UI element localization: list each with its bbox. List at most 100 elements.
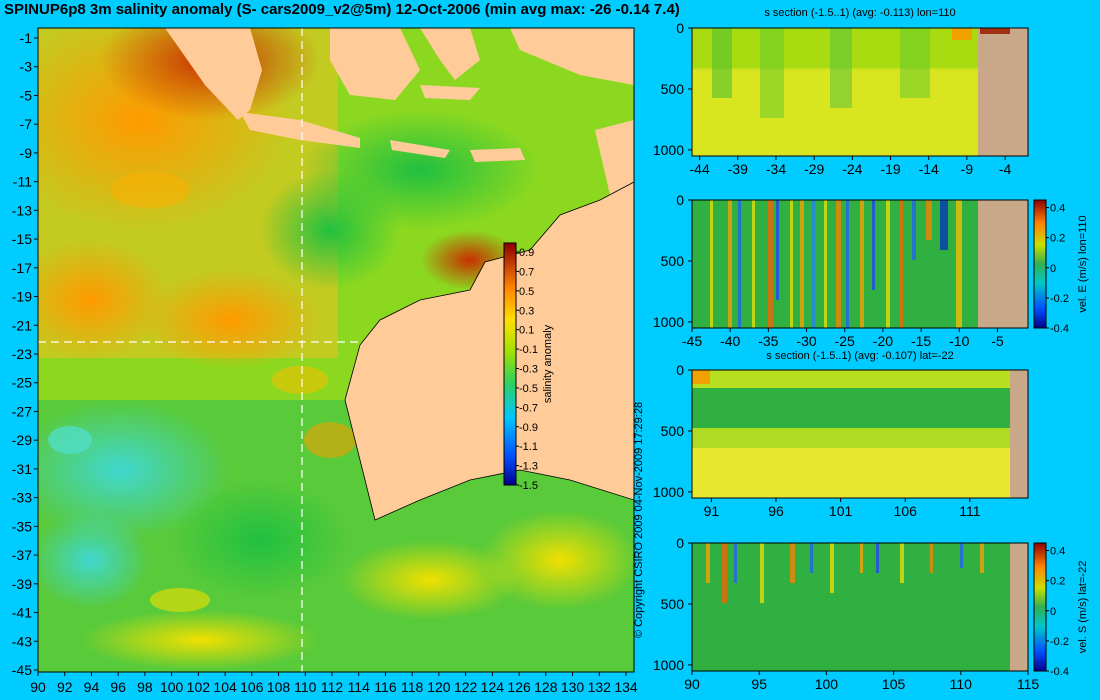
section-4-colorbar-tick: 0.4 xyxy=(1050,546,1065,558)
map-x-tick: 104 xyxy=(213,679,237,695)
map-y-tick: -1 xyxy=(20,30,33,46)
map-y-tick: -3 xyxy=(20,59,33,75)
map-y-tick: -29 xyxy=(12,432,32,448)
map-x-tick: 128 xyxy=(534,679,558,695)
map-x-tick: 110 xyxy=(294,679,317,695)
section-4-x-tick: 115 xyxy=(1017,676,1040,692)
map-x-tick: 106 xyxy=(240,679,264,695)
section-4-x-tick: 90 xyxy=(684,676,700,692)
salinity-colorbar-tick: 0.5 xyxy=(519,286,534,298)
salinity-colorbar-tick: -0.1 xyxy=(519,344,538,356)
map-y-tick: -23 xyxy=(12,346,32,362)
map-y-tick: -25 xyxy=(12,375,32,391)
section-3-x-tick: 96 xyxy=(768,503,784,519)
map-x-tick: 116 xyxy=(374,679,397,695)
section-2-y-tick: 500 xyxy=(661,253,685,269)
section-2-colorbar-tick: -0.2 xyxy=(1050,293,1069,305)
map-y-tick: -35 xyxy=(12,518,32,534)
section-1-x-tick: -14 xyxy=(919,161,939,177)
map-y-tick: -41 xyxy=(12,605,32,621)
map-x-tick: 120 xyxy=(427,679,451,695)
map-x-tick: 134 xyxy=(614,679,638,695)
salinity-colorbar-tick: 0.1 xyxy=(519,325,534,337)
section-4-y-tick: 1000 xyxy=(653,657,684,673)
map-x-tick: 114 xyxy=(348,679,371,695)
section-4-y-tick: 500 xyxy=(661,596,685,612)
section-2-colorbar-tick: 0 xyxy=(1050,263,1056,275)
section-3-title: s section (-1.5..1) (avg: -0.107) lat=-2… xyxy=(766,350,953,362)
copyright-text: © Copyright CSIRO 2009 04-Nov-2009 17:29… xyxy=(633,402,645,638)
map-x-tick: 102 xyxy=(187,679,211,695)
section-1-x-tick: -39 xyxy=(728,161,748,177)
section-4-colorbar-tick: 0.2 xyxy=(1050,576,1065,588)
map-x-tick: 108 xyxy=(267,679,291,695)
section-1-x-tick: -9 xyxy=(961,161,974,177)
map-y-tick: -37 xyxy=(12,547,32,563)
map-y-tick: -31 xyxy=(12,461,32,477)
section-2-y-tick: 0 xyxy=(676,192,684,208)
map-y-tick: -9 xyxy=(20,145,33,161)
map-x-tick: 98 xyxy=(137,679,153,695)
vel-e-colorbar xyxy=(1033,199,1047,329)
section-4-colorbar-tick: 0 xyxy=(1050,606,1056,618)
section-4-y-tick: 0 xyxy=(676,535,684,551)
salinity-colorbar-tick: -0.9 xyxy=(519,422,538,434)
map-y-tick: -7 xyxy=(20,116,33,132)
section-2-x-tick: -5 xyxy=(991,333,1004,349)
salinity-map: 90 92 94 96 98 100 102 104 106 108 110 112 114 116 118… xyxy=(12,27,638,695)
section-2-colorbar-tick: 0.4 xyxy=(1050,203,1065,215)
section-2-y-tick: 1000 xyxy=(653,314,684,330)
section-1-land xyxy=(978,28,1028,156)
map-y-tick: -33 xyxy=(12,490,32,506)
section-2-x-tick: -40 xyxy=(720,333,740,349)
section-1-x-tick: -44 xyxy=(690,161,710,177)
map-x-tick: 126 xyxy=(507,679,531,695)
section-2-x-tick: -30 xyxy=(796,333,816,349)
section-4-x-tick: 110 xyxy=(950,676,973,692)
salinity-colorbar-tick: -1.5 xyxy=(519,480,538,492)
map-y-tick: -13 xyxy=(12,202,32,218)
salinity-colorbar-tick: 0.7 xyxy=(519,266,534,278)
section-panel-3: s section (-1.5..1) (avg: -0.107) lat=-2… xyxy=(653,350,1029,519)
map-y-tick: -15 xyxy=(12,231,32,247)
section-1-x-tick: -4 xyxy=(999,161,1012,177)
map-y-axis: -1 -3 -5 -7 -9 -11 -13 -15 -17 -19 -21 -23 -25 -27 -29… xyxy=(12,30,38,678)
section-3-land xyxy=(1010,370,1028,498)
section-3-x-tick: 106 xyxy=(894,503,918,519)
map-y-tick: -17 xyxy=(12,260,32,276)
section-2-x-tick: -15 xyxy=(911,333,931,349)
section-2-colorbar-tick: -0.4 xyxy=(1050,323,1069,335)
section-panel-1: s section (-1.5..1) (avg: -0.113) lon=11… xyxy=(653,7,1029,177)
section-4-x-tick: 95 xyxy=(751,676,767,692)
section-2-x-tick: -20 xyxy=(873,333,893,349)
section-2-x-tick: -10 xyxy=(949,333,969,349)
section-3-y-tick: 0 xyxy=(676,362,684,378)
salinity-colorbar-tick: 0.9 xyxy=(519,247,534,259)
salinity-colorbar-tick: 0.3 xyxy=(519,305,534,317)
map-x-tick: 100 xyxy=(160,679,184,695)
map-x-tick: 96 xyxy=(110,679,126,695)
section-1-y-tick: 1000 xyxy=(653,142,684,158)
map-y-tick: -45 xyxy=(12,662,32,678)
salinity-colorbar-tick: -1.1 xyxy=(519,441,538,453)
map-y-tick: -5 xyxy=(20,87,33,103)
section-4-x-tick: 105 xyxy=(882,676,906,692)
map-x-axis: 90 92 94 96 98 100 102 104 106 108 110 112 114 116 118… xyxy=(30,672,638,695)
section-1-x-tick: -19 xyxy=(880,161,900,177)
map-x-tick: 122 xyxy=(454,679,478,695)
section-3-y-tick: 500 xyxy=(661,423,685,439)
map-y-tick: -43 xyxy=(12,633,32,649)
map-x-tick: 124 xyxy=(481,679,505,695)
section-2-colorbar-tick: 0.2 xyxy=(1050,233,1065,245)
map-x-tick: 132 xyxy=(588,679,612,695)
section-4-land xyxy=(1010,543,1028,671)
map-x-tick: 94 xyxy=(84,679,100,695)
section-panel-4: 90 95 100 105 110 115 0 500 1000 0.4 0.2 0 -0.2 -0.4… xyxy=(653,535,1089,692)
map-y-tick: -21 xyxy=(12,317,32,333)
section-3-y-tick: 1000 xyxy=(653,484,684,500)
salinity-colorbar-label: salinity anomaly xyxy=(542,324,554,403)
section-1-y-tick: 500 xyxy=(661,81,685,97)
vel-s-colorbar-label: vel. S (m/s) lat=-22 xyxy=(1077,561,1089,654)
map-y-tick: -39 xyxy=(12,576,32,592)
